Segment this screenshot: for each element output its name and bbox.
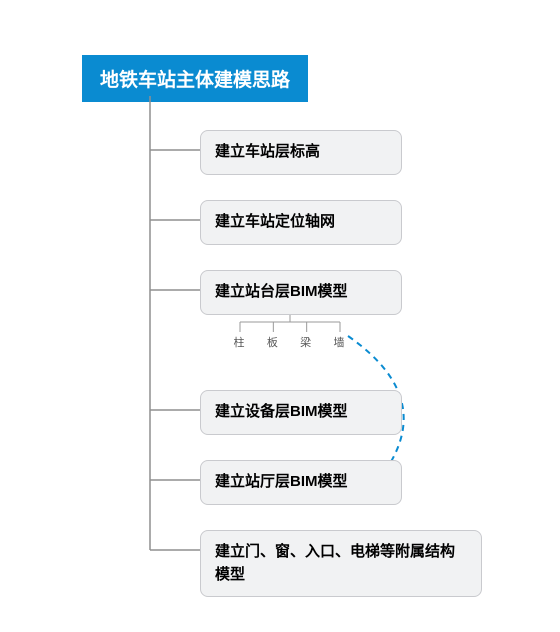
sub-item-3: 墙 xyxy=(330,334,350,350)
diagram-canvas: 地铁车站主体建模思路 建立车站层标高建立车站定位轴网建立站台层BIM模型建立设备… xyxy=(0,0,560,632)
step-box-1: 建立车站定位轴网 xyxy=(200,200,402,245)
step-box-2: 建立站台层BIM模型 xyxy=(200,270,402,315)
sub-item-2: 梁 xyxy=(297,334,317,350)
diagram-title: 地铁车站主体建模思路 xyxy=(82,55,308,102)
sub-item-1: 板 xyxy=(263,334,283,350)
sub-item-0: 柱 xyxy=(230,334,250,350)
step-box-4: 建立站厅层BIM模型 xyxy=(200,460,402,505)
step-box-3: 建立设备层BIM模型 xyxy=(200,390,402,435)
step-box-0: 建立车站层标高 xyxy=(200,130,402,175)
step-box-5: 建立门、窗、入口、电梯等附属结构模型 xyxy=(200,530,482,597)
